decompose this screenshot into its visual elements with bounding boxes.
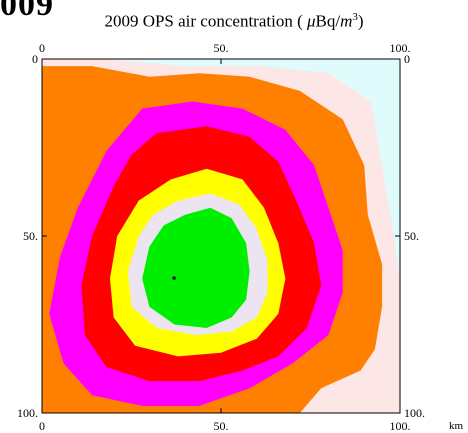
unit-var: m [340, 11, 353, 31]
source-marker [172, 276, 176, 280]
y-left-tick-label: 50. [23, 229, 38, 243]
x-bottom-tick-label: 100. [390, 419, 411, 433]
y-right-tick-label: 50. [404, 229, 419, 243]
y-left-tick-label: 100. [17, 406, 38, 420]
x-top-tick-label: 100. [390, 41, 411, 55]
contour-layer [42, 59, 400, 413]
y-right-tick-label: 100. [404, 406, 425, 420]
x-top-tick-label: 50. [214, 41, 229, 55]
x-bottom-tick-label: 0 [39, 419, 45, 433]
unit-mu: μ [307, 11, 316, 31]
x-unit-label: km [449, 420, 464, 432]
y-right-tick-label: 0 [404, 52, 410, 66]
tick-layer: 000 050.50.50. 50.100.100.100. 100. [17, 41, 425, 433]
x-top-tick-label: 0 [39, 41, 45, 55]
figure-heading: 009 [0, 0, 54, 23]
chart-title: 2009 OPS air concentration ( μBq/m3) [104, 11, 364, 31]
contour-level-8 [142, 207, 250, 328]
y-left-tick-label: 0 [32, 52, 38, 66]
x-bottom-tick-label: 50. [214, 419, 229, 433]
unit-base: Bq/ [315, 11, 341, 31]
chart-title-text: 2009 OPS air concentration [104, 11, 293, 31]
unit-exponent: 3 [352, 11, 358, 23]
